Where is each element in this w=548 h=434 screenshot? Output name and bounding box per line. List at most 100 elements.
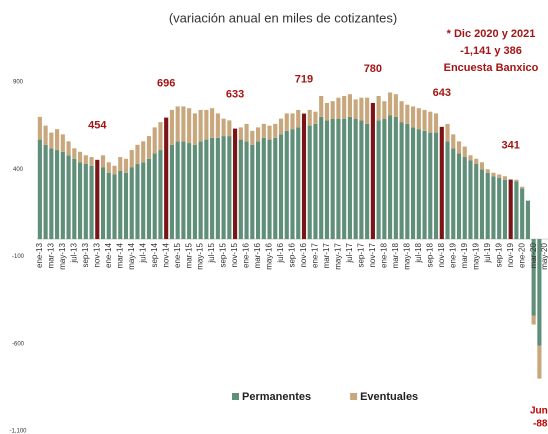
bar-segment (411, 106, 416, 128)
bar-segment (411, 127, 416, 240)
bar-segment (192, 113, 197, 145)
legend-label: Eventuales (360, 391, 418, 403)
x-tick-label: nov-18 (437, 243, 446, 268)
bar-segment (451, 148, 456, 240)
bar-segment (204, 109, 209, 140)
bar-segment (37, 139, 42, 240)
bar-segment (347, 94, 352, 117)
x-tick-label: mar-14 (115, 243, 124, 269)
bar-segment (416, 108, 421, 130)
bar-segment (324, 120, 330, 240)
x-tick-label: ene-13 (35, 243, 44, 268)
bar-segment (531, 239, 536, 316)
x-tick-label: nov-17 (368, 243, 377, 268)
bar-segment (227, 136, 232, 240)
bar-segment (514, 179, 519, 182)
bar-segment (204, 139, 209, 240)
bar-segment (49, 132, 54, 149)
bar-segment (537, 345, 542, 379)
data-label: 633 (226, 88, 244, 100)
bar-segment (89, 157, 94, 166)
bar-segment (428, 111, 433, 133)
highlight-bar (301, 113, 307, 240)
bar-segment (106, 162, 111, 173)
highlight-bar (439, 126, 444, 240)
bar-segment (451, 134, 456, 149)
x-tick-label: nov-19 (506, 243, 515, 268)
bar-segment (520, 188, 525, 240)
bar-segment (324, 102, 330, 121)
bar-segment (497, 174, 502, 178)
bar-segment (456, 153, 462, 240)
bar-segment (83, 155, 88, 165)
x-tick-label: ene-19 (448, 243, 457, 268)
highlight-bar (164, 117, 169, 240)
x-tick-label: jul-18 (414, 243, 423, 264)
bar-segment (313, 111, 318, 124)
bar-segment (342, 118, 347, 240)
legend-label: Permanentes (242, 391, 311, 403)
bar-segment (221, 136, 226, 240)
bar-segment (520, 186, 525, 189)
x-tick-label: nov-15 (230, 243, 239, 268)
bar-segment (353, 99, 358, 119)
bar-segment (198, 141, 203, 240)
bar-segment (273, 137, 278, 240)
x-tick-label: may-14 (127, 243, 136, 270)
corner-note: Juni (530, 406, 548, 417)
x-tick-label: sep-17 (357, 243, 366, 268)
bar-segment (152, 127, 157, 154)
bar-segment (238, 127, 243, 140)
x-tick-label: ene-17 (311, 243, 320, 268)
bar-segment (319, 116, 324, 240)
legend-swatch (350, 393, 358, 400)
bar-segment (238, 139, 243, 240)
bar-segment (497, 177, 502, 240)
bar-segment (296, 127, 301, 240)
x-tick-label: sep-16 (288, 243, 297, 268)
x-tick-label: may-18 (402, 243, 411, 270)
data-label: 780 (364, 63, 382, 75)
x-tick-label: nov-13 (92, 243, 101, 268)
bar-segment (118, 170, 123, 240)
x-tick-label: ene-15 (173, 243, 182, 268)
bar-segment (250, 144, 255, 240)
bar-segment (359, 120, 364, 240)
bar-segment (169, 109, 174, 145)
bar-segment (284, 130, 289, 240)
bar-segment (146, 136, 152, 159)
x-tick-label: mar-15 (184, 243, 193, 269)
bar-segment (244, 141, 249, 240)
x-tick-label: sep-18 (425, 243, 434, 268)
bar-segment (49, 148, 54, 240)
bar-segment (428, 132, 433, 240)
bar-segment (244, 123, 249, 142)
bar-segment (210, 137, 215, 240)
bar-segment (278, 118, 284, 135)
bar-segment (192, 144, 197, 240)
bar-segment (273, 123, 278, 138)
x-tick-label: mar-16 (253, 243, 262, 269)
y-tick-label: 400 (13, 167, 24, 173)
bar-segment (221, 118, 226, 137)
y-tick-label: 900 (13, 80, 24, 86)
bar-segment (198, 109, 203, 142)
x-tick-label: jul-16 (276, 243, 285, 264)
bar-segment (227, 120, 232, 137)
bar-segment (37, 116, 42, 140)
bar-segment (399, 122, 404, 240)
bar-segment (502, 176, 508, 180)
bar-segment (330, 101, 335, 119)
bar-segment (43, 144, 48, 240)
x-tick-label: mar-20 (529, 243, 538, 269)
data-label: 454 (88, 120, 107, 132)
x-tick-label: may-15 (196, 243, 205, 270)
bar-segment (422, 109, 427, 131)
data-label: 719 (295, 73, 313, 85)
x-tick-label: ene-14 (104, 243, 113, 268)
bar-segment (502, 179, 508, 240)
bar-segment (255, 141, 261, 240)
annotation: * Dic 2020 y 2021 (447, 28, 536, 40)
x-tick-label: mar-13 (46, 243, 55, 269)
